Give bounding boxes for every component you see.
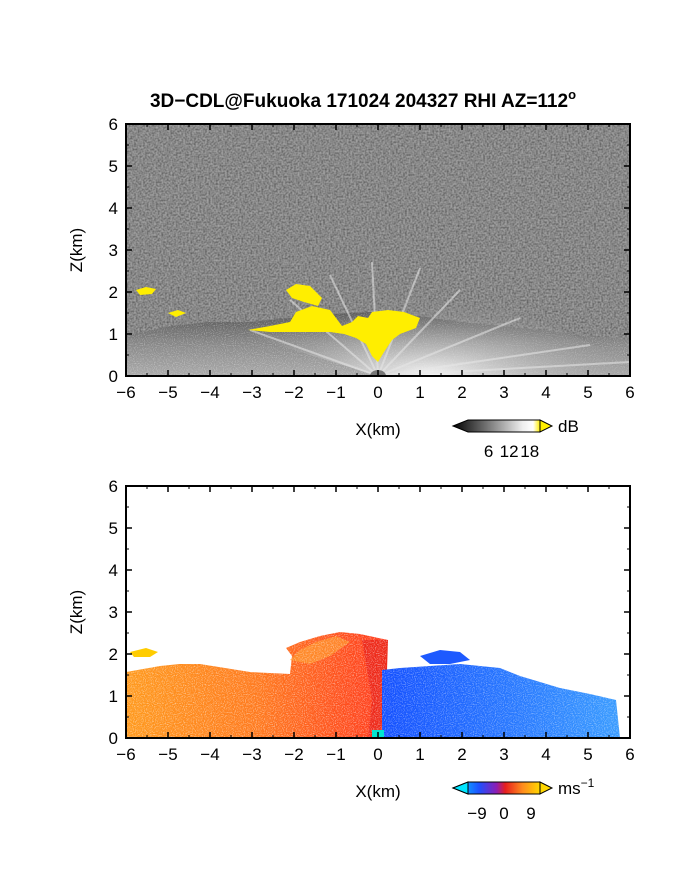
x-tick-label: −5 — [158, 745, 177, 764]
colorbar-tick-label: −9 — [467, 804, 486, 823]
y-tick-label: 2 — [109, 283, 118, 302]
x-tick-label: −5 — [158, 383, 177, 402]
y-tick-label: 5 — [109, 157, 118, 176]
snr-colorbar-unit: dB — [558, 417, 579, 436]
x-tick-label: 6 — [625, 745, 634, 764]
x-tick-label: 1 — [415, 745, 424, 764]
snr-field — [126, 124, 630, 376]
y-tick-label: 2 — [109, 645, 118, 664]
colorbar-tick-label: 9 — [526, 804, 535, 823]
x-tick-label: 0 — [373, 383, 382, 402]
x-tick-label: −1 — [326, 383, 345, 402]
y-tick-label: 0 — [109, 729, 118, 748]
y-tick-label: 0 — [109, 367, 118, 386]
velocity-axes: −6 −5 −4 −3 −2 −1 0 1 2 3 4 5 6 0 1 2 3 4 5 6 X(km) Z(km) — [67, 477, 635, 801]
colorbar-tick-label: 12 — [500, 442, 519, 461]
x-tick-label: 3 — [499, 745, 508, 764]
y-tick-label: 6 — [109, 115, 118, 134]
velocity-panel: −6 −5 −4 −3 −2 −1 0 1 2 3 4 5 6 0 1 2 3 4 5 6 X(km) Z(km) −9 0… — [67, 477, 635, 823]
x-tick-label: −1 — [326, 745, 345, 764]
x-tick-label: −2 — [284, 745, 303, 764]
x-tick-label: 5 — [583, 745, 592, 764]
snr-left-echo — [136, 287, 156, 295]
colorbar-tick-label: 18 — [520, 442, 539, 461]
snr-axes: −6 −5 −4 −3 −2 −1 0 1 2 3 4 5 6 0 1 2 3 4 5 6 X(km) Z(km) — [67, 115, 635, 439]
x-tick-label: 5 — [583, 383, 592, 402]
x-tick-label: −6 — [116, 383, 135, 402]
snr-small-echo — [168, 310, 186, 317]
snr-cloud-echo — [248, 306, 420, 362]
y-axis-label: Z(km) — [67, 590, 86, 634]
snr-colorbar: 6 12 18 dB — [451, 417, 579, 461]
y-tick-label: 4 — [109, 561, 118, 580]
colorbar-tick-label: 0 — [499, 804, 508, 823]
snr-rays — [249, 261, 630, 376]
y-tick-label: 1 — [109, 325, 118, 344]
x-tick-label: −4 — [200, 745, 219, 764]
velocity-colorbar: −9 0 9 ms−1 — [451, 776, 595, 823]
x-tick-label: 4 — [541, 745, 550, 764]
x-tick-label: −2 — [284, 383, 303, 402]
x-tick-label: −4 — [200, 383, 219, 402]
x-tick-label: 3 — [499, 383, 508, 402]
x-tick-label: 2 — [457, 745, 466, 764]
x-tick-label: 6 — [625, 383, 634, 402]
x-tick-label: 1 — [415, 383, 424, 402]
y-tick-label: 4 — [109, 199, 118, 218]
velocity-field — [126, 486, 630, 738]
y-axis-label: Z(km) — [67, 228, 86, 272]
x-axis-label: X(km) — [355, 420, 400, 439]
snr-elevated-echo — [286, 284, 322, 306]
x-axis-label: X(km) — [355, 782, 400, 801]
x-tick-label: 0 — [373, 745, 382, 764]
velocity-colorbar-unit: ms−1 — [558, 776, 595, 798]
y-tick-label: 5 — [109, 519, 118, 538]
y-tick-label: 3 — [109, 241, 118, 260]
x-tick-label: 4 — [541, 383, 550, 402]
y-tick-label: 1 — [109, 687, 118, 706]
y-tick-label: 3 — [109, 603, 118, 622]
x-tick-label: −6 — [116, 745, 135, 764]
figure-title: 3D−CDL@Fukuoka 171024 204327 RHI AZ=112o — [150, 87, 576, 112]
y-tick-label: 6 — [109, 477, 118, 496]
x-tick-label: −3 — [242, 745, 261, 764]
x-tick-label: 2 — [457, 383, 466, 402]
x-tick-label: −3 — [242, 383, 261, 402]
colorbar-tick-label: 6 — [484, 442, 493, 461]
